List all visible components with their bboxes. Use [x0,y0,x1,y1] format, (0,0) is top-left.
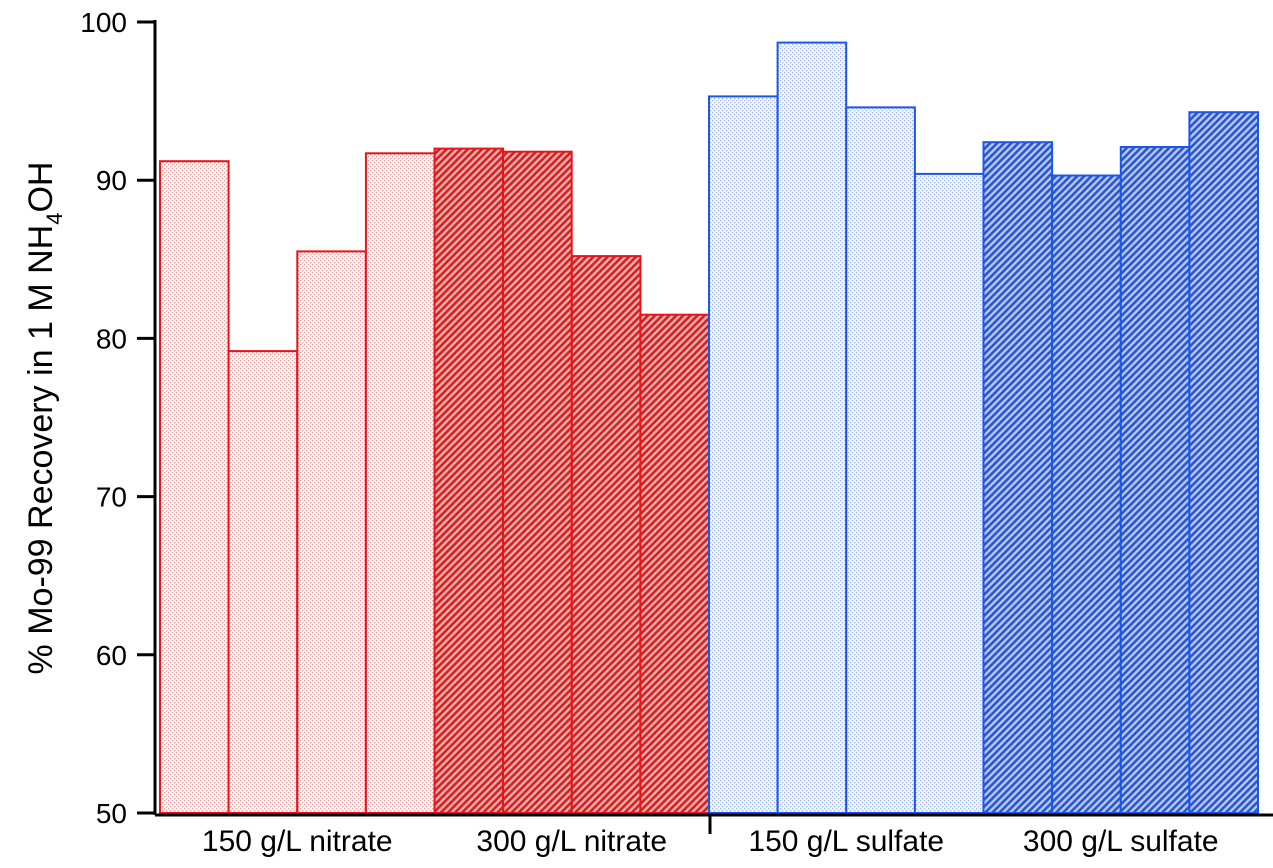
y-tick-label-90: 90 [96,165,127,196]
bar-group1-4 [364,152,436,815]
bar-group3-2 [776,41,848,815]
y-axis-title-main: % Mo-99 Recovery in 1 M NH [22,225,60,675]
bar-group2-3 [570,255,642,815]
bar-group2-2 [502,150,573,814]
y-axis-title-tail: OH [22,162,60,213]
y-axis-title: % Mo-99 Recovery in 1 M NH4OH [22,162,67,675]
x-category-labels: 150 g/L nitrate 300 g/L nitrate 150 g/L su… [202,815,1219,858]
bar-group4-1 [982,141,1054,814]
x-category-label-2: 300 g/L nitrate [476,825,667,858]
bar-group1-3 [296,250,367,814]
bar-group3-3 [845,106,916,814]
bar-group3-4 [913,172,985,814]
bar-group1-1 [159,160,230,814]
bars-layer [159,41,1260,815]
bar-group4-4 [1188,111,1260,814]
axes [153,20,1273,817]
x-category-label-4: 300 g/L sulfate [1023,825,1219,858]
y-tick-label-70: 70 [96,482,127,513]
y-tick-label-100: 100 [80,7,127,38]
y-ticks: 50 60 70 80 90 100 [80,7,155,829]
bar-group4-2 [1051,174,1122,814]
y-tick-label-60: 60 [96,640,127,671]
bar-group1-2 [227,350,299,814]
y-axis-title-subscript: 4 [42,213,67,225]
bar-group4-3 [1119,146,1191,814]
x-category-label-3: 150 g/L sulfate [748,825,944,858]
bar-group2-1 [433,147,505,815]
bar-group2-4 [639,313,711,814]
x-category-label-1: 150 g/L nitrate [202,825,393,858]
y-tick-label-50: 50 [96,798,127,829]
bar-group3-1 [708,95,779,814]
y-tick-label-80: 80 [96,323,127,354]
